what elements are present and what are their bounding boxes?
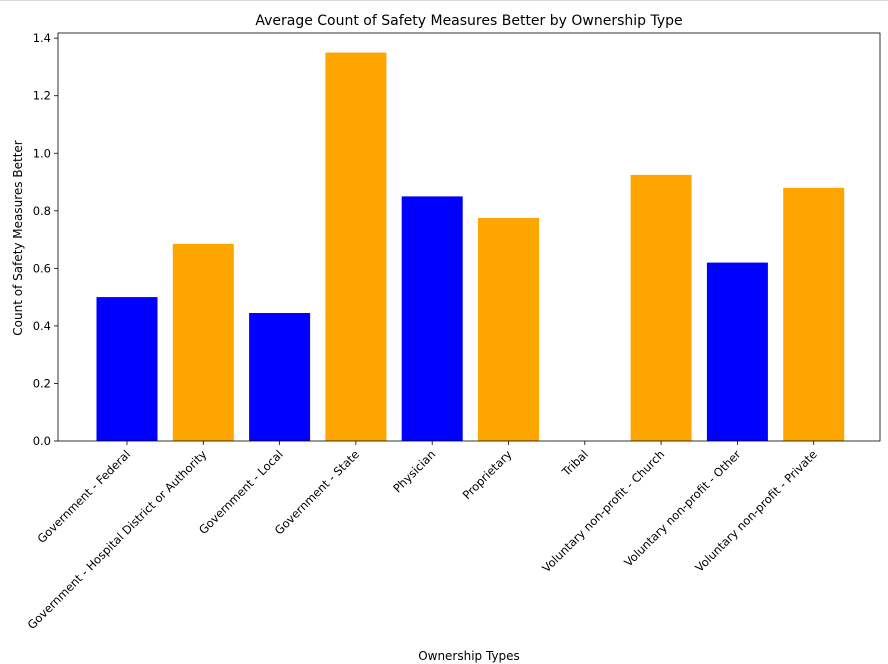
y-tick-label-5: 0.8: [33, 204, 51, 218]
y-tick-label-4: 0.6: [33, 261, 51, 275]
x-axis-label: Ownership Types: [418, 649, 520, 663]
x-tick-label-7: Tribal: [559, 447, 591, 479]
y-tick-label-8: 1.4: [33, 31, 51, 45]
window-top-border: [0, 0, 888, 1]
axes-frame: [57, 32, 881, 442]
y-tick-label-3: 0.4: [33, 319, 51, 333]
x-tick-label-2: Government - Hospital District or Author…: [25, 447, 210, 632]
bar-1: [96, 297, 158, 441]
x-tick-label-8: Voluntary non-profit - Church: [539, 447, 667, 575]
bar-8: [630, 174, 692, 441]
x-tick-label-4: Government - State: [272, 447, 362, 537]
y-tick-label-1: 0.0: [33, 434, 51, 448]
y-axis-label: Count of Safety Measures Better: [11, 140, 25, 336]
x-tick-label-3: Government - Local: [196, 447, 286, 537]
x-tick-label-10: Voluntary non-profit - Private: [692, 447, 820, 575]
bar-2: [172, 243, 234, 441]
bar-3: [249, 313, 311, 441]
y-tick-label-7: 1.2: [33, 89, 51, 103]
y-tick-label-2: 0.2: [33, 376, 51, 390]
bar-5: [401, 196, 463, 441]
bar-9: [706, 262, 768, 441]
bar-4: [325, 52, 387, 441]
chart-title: Average Count of Safety Measures Better …: [255, 13, 682, 29]
bar-6: [478, 218, 539, 441]
bar-10: [783, 187, 845, 441]
x-tick-label-5: Physician: [390, 447, 438, 495]
y-tick-label-6: 1.0: [33, 146, 51, 160]
x-tick-label-6: Proprietary: [460, 447, 515, 502]
